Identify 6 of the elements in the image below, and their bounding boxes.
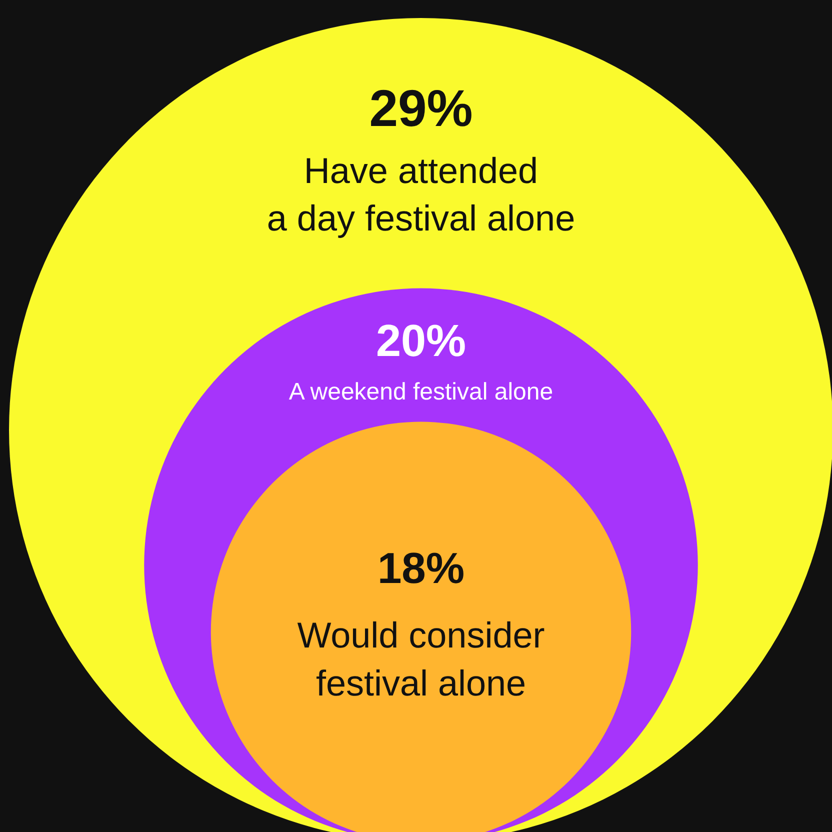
data-label: 29%: [369, 79, 473, 137]
data-label: 20%: [376, 314, 466, 366]
category-label: Would consider festival alone: [297, 614, 545, 704]
category-label: Have attended a day festival alone: [266, 150, 576, 239]
category-label: A weekend festival alone: [288, 378, 554, 406]
data-label: 18%: [377, 544, 465, 593]
